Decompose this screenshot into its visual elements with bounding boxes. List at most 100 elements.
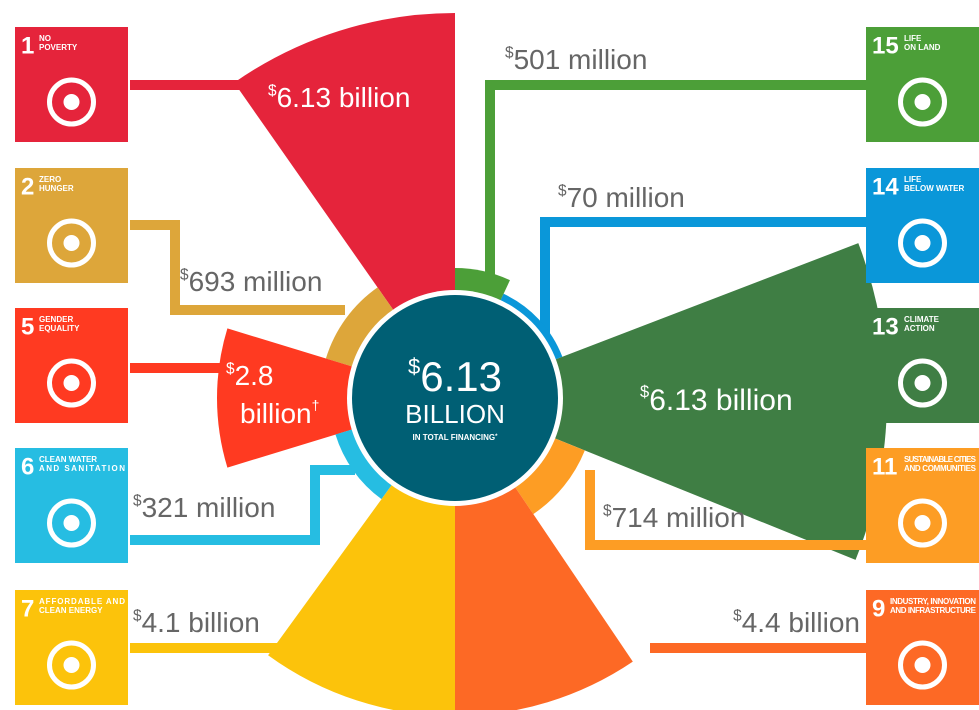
goal-number: 14 (872, 173, 899, 200)
goal-icon (63, 235, 80, 251)
amount-label: $6.13 billion (640, 383, 793, 417)
amount: 2.8 (235, 360, 274, 391)
goal-name: AND SANITATION (39, 464, 125, 473)
currency-symbol: $ (180, 267, 189, 284)
connector (485, 80, 866, 290)
goal-name: AFFORDABLE AND (39, 597, 125, 606)
goal-icon (63, 515, 80, 531)
goal-name: NO (39, 34, 51, 43)
goal-name: AND INFRASTRUCTURE (890, 606, 977, 615)
goal-name: LIFE (904, 34, 922, 43)
amount: 714 million (612, 502, 746, 533)
currency-symbol: $ (640, 383, 649, 401)
currency-symbol: $ (226, 361, 235, 378)
goal-name: BELOW WATER (904, 184, 965, 193)
center-unit: BILLION (405, 399, 505, 429)
caption: IN TOTAL FINANCING (412, 433, 495, 442)
currency-symbol: $ (505, 45, 514, 62)
currency-symbol: $ (408, 354, 420, 379)
amount-label: $714 million (603, 502, 745, 533)
goal-number: 5 (21, 313, 34, 340)
amount-unit: billion (240, 398, 312, 429)
currency-symbol: $ (733, 608, 742, 625)
center-amount: $6.13 (408, 353, 502, 400)
wedge (455, 243, 888, 560)
amount-label: $321 million (133, 492, 275, 523)
amount-label: $6.13 billion (268, 82, 410, 113)
amount-label: $4.4 billion (733, 607, 860, 638)
amount: 321 million (142, 492, 276, 523)
currency-symbol: $ (268, 83, 277, 100)
center-caption: IN TOTAL FINANCING* (412, 433, 498, 442)
goal-name: ON LAND (904, 43, 941, 52)
goal-icon (914, 94, 931, 110)
goal-icon (898, 358, 947, 408)
goal-number: 13 (872, 313, 899, 340)
connector (585, 470, 866, 550)
goal-name: ACTION (904, 324, 935, 333)
goal-number: 2 (21, 173, 34, 200)
wedge (217, 328, 455, 468)
amount-label: $2.8 (226, 360, 274, 391)
amount: 6.13 billion (649, 384, 792, 417)
goal-name: INDUSTRY, INNOVATION (890, 597, 976, 606)
currency-symbol: $ (133, 493, 142, 510)
goal-number: 6 (21, 453, 34, 480)
connector (540, 217, 866, 340)
footnote-mark: * (495, 434, 498, 440)
goal-number: 7 (21, 595, 34, 622)
goal-name: SUSTAINABLE CITIES (904, 455, 977, 464)
goal-name: EQUALITY (39, 324, 80, 333)
amount-label: $4.1 billion (133, 607, 260, 638)
goal-name: LIFE (904, 175, 922, 184)
amount-label: $70 million (558, 182, 685, 213)
amount-label: billion† (240, 397, 319, 429)
goal-number: 15 (872, 32, 899, 59)
goal-icon (914, 515, 931, 531)
goal-name: AND COMMUNITIES (904, 464, 977, 473)
center-circle (352, 295, 558, 501)
goal-number: 1 (21, 32, 34, 59)
goal-name: POVERTY (39, 43, 78, 52)
footnote-mark: † (312, 397, 320, 413)
connector (130, 465, 355, 545)
goal-icon (47, 218, 96, 268)
amount: 6.13 billion (277, 82, 411, 113)
goal-icon (898, 77, 947, 127)
currency-symbol: $ (558, 183, 567, 200)
currency-symbol: $ (603, 503, 612, 520)
amount: 4.1 billion (142, 607, 260, 638)
goal-icon (47, 498, 96, 548)
amount: 4.4 billion (742, 607, 860, 638)
connector (130, 220, 345, 315)
amount-label: $501 million (505, 44, 647, 75)
wedge (234, 13, 455, 398)
goal-name: CLEAN ENERGY (39, 606, 103, 615)
amount: 693 million (189, 266, 323, 297)
goal-icon (63, 94, 80, 110)
amount-label: $693 million (180, 266, 322, 297)
goal-number: 9 (872, 595, 885, 622)
goal-icon (47, 640, 96, 690)
goal-icon (47, 77, 96, 127)
amount: 70 million (567, 182, 685, 213)
amount: 6.13 (420, 353, 502, 400)
goal-icon (47, 358, 96, 408)
goal-name: HUNGER (39, 184, 74, 193)
goal-icon (914, 235, 931, 251)
goal-icon (898, 498, 947, 548)
goal-icon (914, 375, 931, 391)
goal-name: GENDER (39, 315, 73, 324)
goal-number: 11 (872, 453, 897, 480)
goal-icon (63, 657, 80, 673)
goal-icon (914, 657, 931, 673)
goal-name: CLEAN WATER (39, 455, 97, 464)
goal-name: CLIMATE (904, 315, 940, 324)
goal-name: ZERO (39, 175, 61, 184)
goal-icon (63, 375, 80, 391)
goal-icon (898, 640, 947, 690)
currency-symbol: $ (133, 608, 142, 625)
goal-icon (898, 218, 947, 268)
amount: 501 million (514, 44, 648, 75)
